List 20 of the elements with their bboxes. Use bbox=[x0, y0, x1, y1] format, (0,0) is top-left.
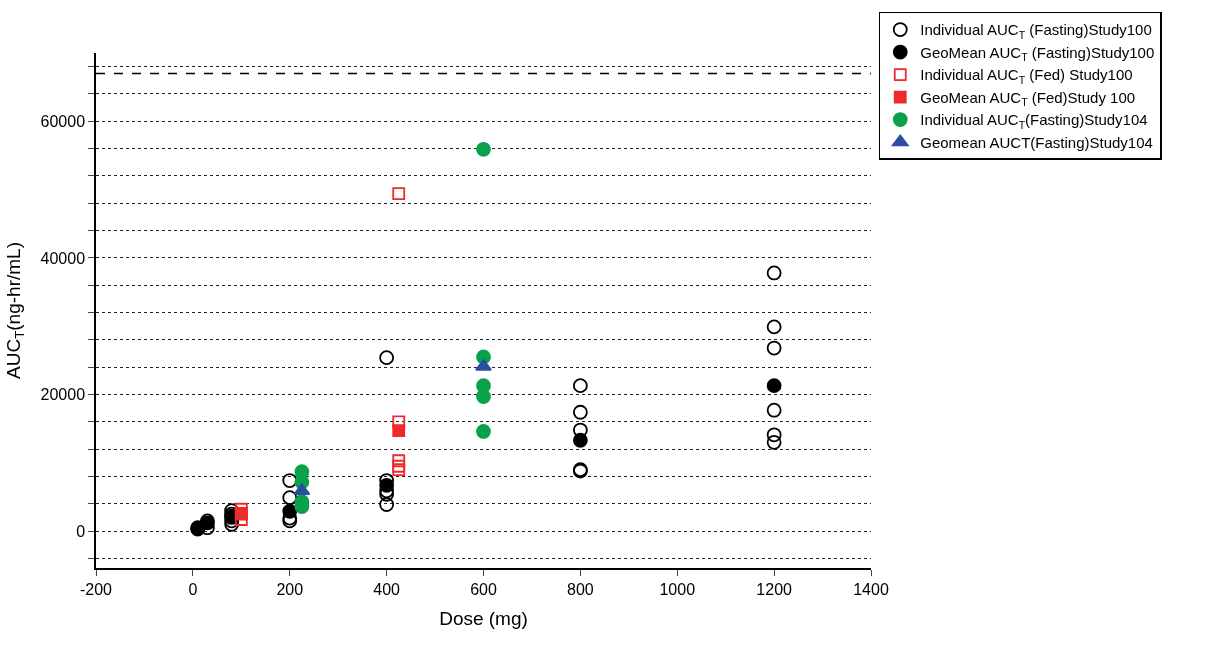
y-tick-label: 40000 bbox=[40, 249, 86, 267]
legend-label: Geomean AUCT(Fasting)Study104 bbox=[920, 133, 1153, 151]
x-tick-label: 1200 bbox=[756, 580, 793, 598]
x-tick-label: 200 bbox=[276, 580, 304, 598]
x-tick-label: 600 bbox=[470, 580, 497, 598]
x-tick-label: -200 bbox=[79, 580, 113, 598]
x-tick-label: 0 bbox=[188, 580, 198, 598]
legend-label: Individual AUC$_{T}$ (Fed) Study100 bbox=[920, 66, 1133, 86]
x-tick-label: 400 bbox=[373, 580, 401, 598]
x-tick-label: 1000 bbox=[659, 580, 696, 598]
x-tick-label: 800 bbox=[567, 580, 594, 598]
legend-label: GeoMean AUC$_{T}$ (Fed)Study 100 bbox=[920, 88, 1136, 109]
x-tick-label: 1400 bbox=[853, 580, 889, 598]
y-tick-label: 0 bbox=[76, 522, 86, 540]
legend-label: Individual AUC$_{T}$(Fasting)Study104 bbox=[920, 111, 1148, 131]
y-tick-label: 60000 bbox=[40, 112, 86, 130]
legend-label: GeoMean AUC$_{T}$ (Fasting)Study100 bbox=[920, 43, 1155, 64]
y-tick-label: 20000 bbox=[40, 386, 86, 404]
legend-label: Individual AUC$_{T}$ (Fasting)Study100 bbox=[920, 21, 1152, 41]
x-axis-title: Dose (mg) bbox=[439, 608, 528, 630]
